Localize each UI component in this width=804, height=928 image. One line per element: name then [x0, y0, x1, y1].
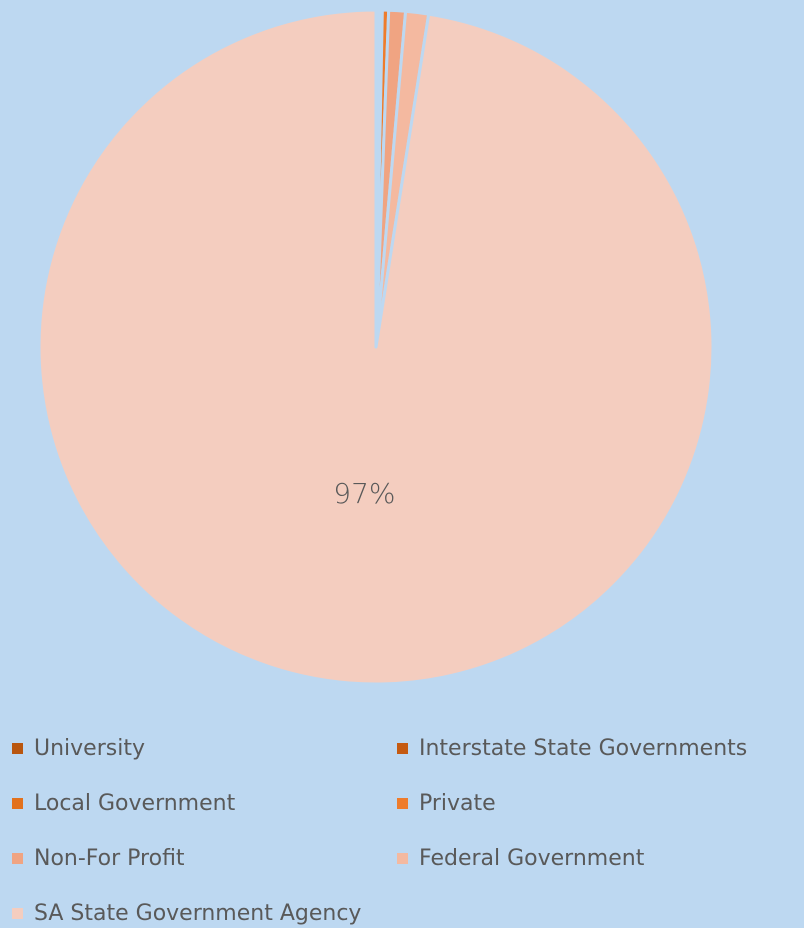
legend-item-sa-state-government-agency: SA State Government Agency: [12, 898, 361, 928]
legend-swatch: [397, 852, 408, 864]
legend-item-federal-government: Federal Government: [397, 843, 644, 873]
legend-label: Non-For Profit: [34, 845, 185, 871]
legend-label: Federal Government: [419, 845, 645, 871]
legend-label: University: [34, 735, 145, 761]
legend-item-university: University: [12, 733, 145, 763]
legend-label: SA State Government Agency: [34, 900, 362, 926]
legend-swatch: [12, 742, 23, 754]
data-label-0: 97%: [333, 477, 395, 510]
pie-chart-area: 97%: [37, 8, 715, 686]
legend-item-local-government: Local Government: [12, 788, 235, 818]
pie-slice-sa-state-government-agency: [37, 8, 715, 686]
legend-swatch: [397, 742, 408, 754]
legend-swatch: [397, 797, 408, 809]
legend-swatch: [12, 852, 23, 864]
legend-swatch: [12, 907, 23, 919]
legend-item-private: Private: [397, 788, 496, 818]
legend-item-interstate-state-governments: Interstate State Governments: [397, 733, 747, 763]
pie-chart: 97%: [37, 8, 715, 686]
legend-label: Private: [419, 790, 496, 816]
legend-item-non-for-profit: Non-For Profit: [12, 843, 185, 873]
legend-label: Interstate State Governments: [419, 735, 748, 761]
chart-legend: University Interstate State Governments Lo…: [12, 730, 802, 928]
legend-label: Local Government: [34, 790, 236, 816]
legend-swatch: [12, 797, 23, 809]
